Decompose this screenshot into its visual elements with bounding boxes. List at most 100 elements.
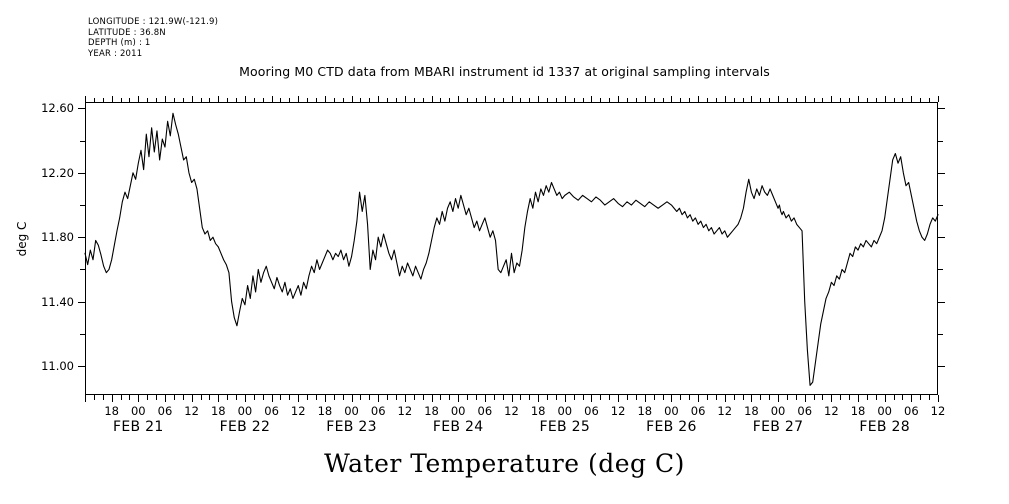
x-tick-top <box>795 98 797 102</box>
x-tick <box>262 395 264 400</box>
x-hour-label: 18 <box>744 404 759 418</box>
x-hour-label: 06 <box>157 404 173 418</box>
x-tick-top <box>929 98 931 102</box>
x-tick-top <box>538 96 540 102</box>
x-tick-top <box>85 96 86 102</box>
x-tick-top <box>751 96 753 102</box>
x-tick <box>618 395 620 402</box>
x-tick-top <box>244 96 246 102</box>
x-tick <box>920 395 922 400</box>
x-hour-label: 00 <box>664 404 679 418</box>
x-tick-top <box>467 98 469 102</box>
x-tick <box>706 395 708 400</box>
x-tick <box>209 395 211 400</box>
x-tick <box>431 395 433 402</box>
chart-title: Mooring M0 CTD data from MBARI instrumen… <box>239 64 770 79</box>
x-tick-top <box>804 96 806 102</box>
x-tick <box>609 395 611 400</box>
x-tick <box>467 395 469 400</box>
x-tick-top <box>591 96 593 102</box>
x-tick <box>653 395 655 400</box>
x-hour-label: 06 <box>477 404 493 418</box>
x-tick <box>831 395 833 402</box>
y-tick-label: 11.80 <box>41 230 74 245</box>
x-tick <box>680 395 682 400</box>
x-tick-top <box>724 96 726 102</box>
x-tick <box>378 395 380 402</box>
x-tick-top <box>360 98 362 102</box>
x-day-label: FEB 27 <box>752 419 804 435</box>
x-tick <box>493 395 495 400</box>
x-tick <box>884 395 886 402</box>
x-tick-top <box>351 96 353 102</box>
x-tick <box>698 395 700 402</box>
x-tick-top <box>520 98 522 102</box>
y-tick-right <box>938 140 943 142</box>
x-tick <box>938 395 939 402</box>
x-tick-top <box>182 98 184 102</box>
x-tick-top <box>395 98 397 102</box>
x-day-label: FEB 25 <box>539 419 591 435</box>
x-tick <box>591 395 593 402</box>
x-tick <box>529 395 531 400</box>
x-tick-top <box>662 98 664 102</box>
x-hour-label: 18 <box>850 404 866 418</box>
x-tick-top <box>627 98 628 102</box>
x-day-label: FEB 23 <box>326 419 377 435</box>
y-tick-right <box>938 301 945 303</box>
x-tick-top <box>102 98 104 102</box>
x-tick <box>724 395 726 402</box>
x-tick <box>200 395 202 400</box>
x-tick-top <box>218 96 220 102</box>
x-hour-label: 12 <box>397 404 413 418</box>
x-tick-top <box>307 98 309 102</box>
x-tick-top <box>875 98 877 102</box>
x-tick-top <box>271 96 273 102</box>
x-tick <box>822 395 824 400</box>
x-tick-top <box>573 98 575 102</box>
x-tick <box>866 395 868 400</box>
x-tick-top <box>511 96 513 102</box>
x-tick-top <box>635 98 637 102</box>
y-tick-label: 12.20 <box>41 165 74 180</box>
x-tick-top <box>866 98 868 102</box>
x-tick-top <box>911 96 913 102</box>
x-tick-top <box>529 98 531 102</box>
x-tick-top <box>458 96 460 102</box>
x-hour-label: 12 <box>290 404 306 418</box>
x-tick <box>253 395 255 400</box>
x-tick <box>627 395 628 400</box>
x-tick <box>289 395 291 400</box>
x-tick <box>440 395 442 400</box>
x-tick-top <box>253 98 255 102</box>
metadata-block: LONGITUDE : 121.9W(-121.9) LATITUDE : 36… <box>88 17 218 59</box>
x-tick-top <box>369 98 371 102</box>
x-tick-top <box>342 98 344 102</box>
x-tick-top <box>138 96 140 102</box>
x-tick-top <box>333 98 335 102</box>
x-hour-label: 00 <box>557 404 573 418</box>
x-tick <box>395 395 397 400</box>
y-tick <box>80 205 85 207</box>
x-tick-top <box>404 96 406 102</box>
x-tick-top <box>129 98 131 102</box>
y-tick <box>78 301 85 303</box>
x-tick-top <box>618 96 620 102</box>
x-tick-top <box>689 98 691 102</box>
x-tick-top <box>600 98 602 102</box>
x-tick-top <box>733 98 735 102</box>
x-tick-top <box>440 98 442 102</box>
x-tick <box>244 395 246 402</box>
x-tick <box>769 395 771 400</box>
x-tick <box>191 395 193 402</box>
x-tick-top <box>431 96 433 102</box>
x-tick-top <box>413 98 415 102</box>
x-day-label: FEB 22 <box>219 419 271 435</box>
x-tick <box>449 395 451 400</box>
x-tick <box>93 395 95 400</box>
y-tick <box>78 237 85 239</box>
metadata-depth: DEPTH (m) : 1 <box>88 38 151 48</box>
x-tick <box>342 395 344 400</box>
y-tick <box>78 172 85 174</box>
x-tick-top <box>671 96 673 102</box>
